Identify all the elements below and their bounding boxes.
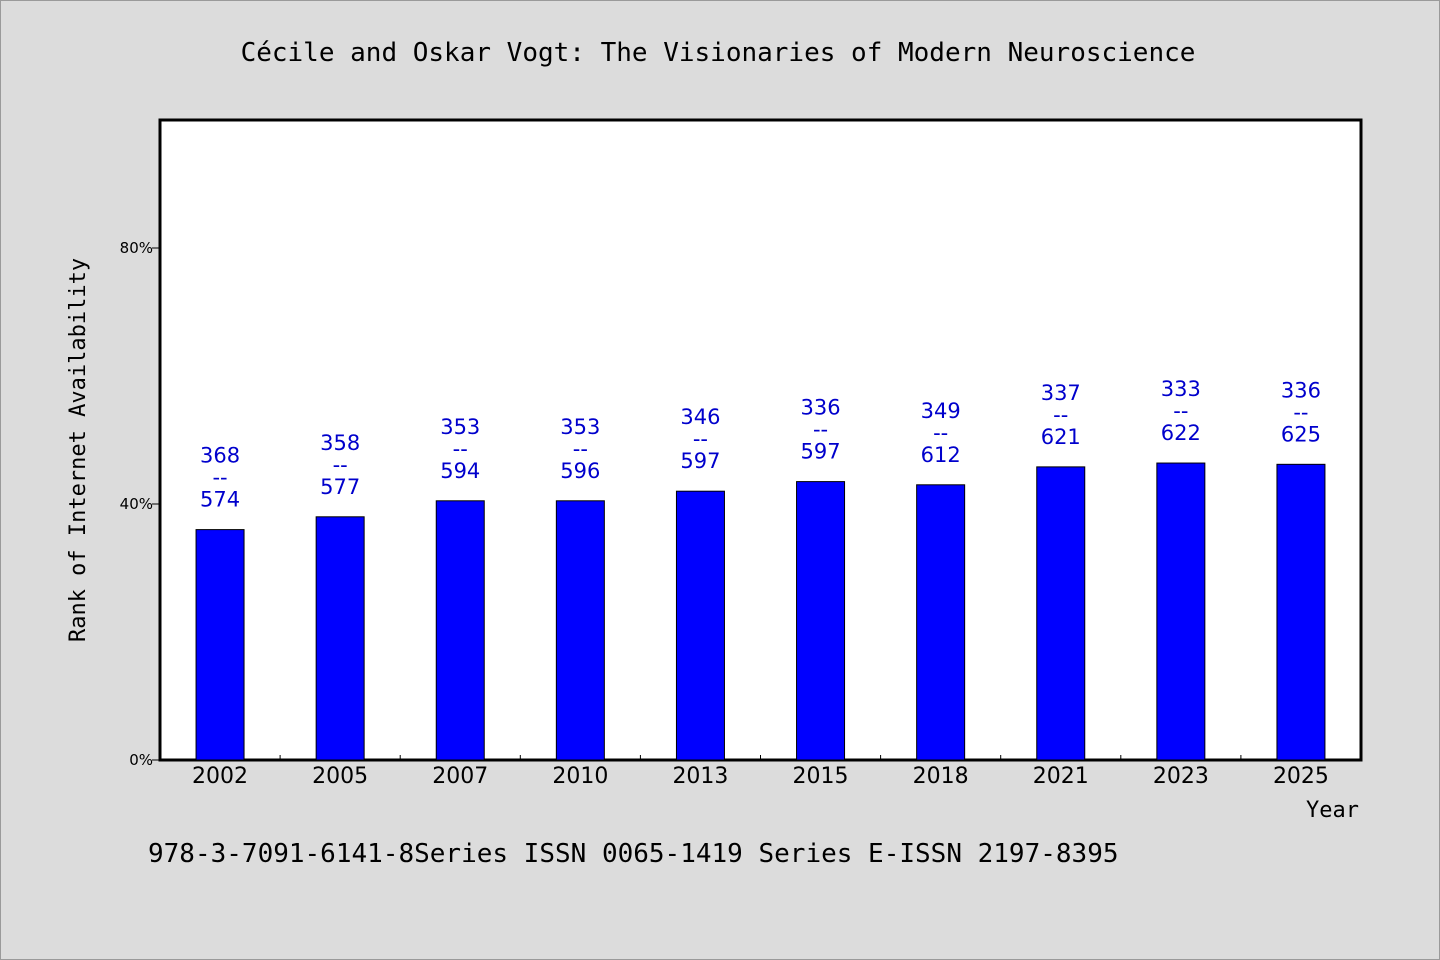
bar-data-label: 621 xyxy=(1041,425,1081,449)
bar xyxy=(1276,463,1326,761)
footer-text: 978-3-7091-6141-8Series ISSN 0065-1419 S… xyxy=(148,839,1119,869)
x-tick-label: 2015 xyxy=(793,764,849,789)
y-tick-label: 80% xyxy=(120,239,153,257)
bar-data-label: 368 xyxy=(200,444,240,468)
bar-data-label: -- xyxy=(212,466,227,490)
y-tick-label: 0% xyxy=(129,751,153,769)
y-tick-label: 40% xyxy=(120,495,153,513)
bar xyxy=(435,500,485,761)
bar-data-label: -- xyxy=(453,437,468,461)
bar-data-label: 622 xyxy=(1161,421,1201,445)
bar xyxy=(675,490,725,761)
bar-data-label: 574 xyxy=(200,488,240,512)
bar-data-label: 353 xyxy=(440,415,480,439)
y-axis-title: Rank of Internet Availability xyxy=(66,258,91,642)
bar xyxy=(916,484,966,761)
x-tick-label: 2010 xyxy=(552,764,608,789)
x-axis-title: Year xyxy=(1306,798,1359,823)
bar-data-label: -- xyxy=(333,453,348,477)
x-tick-label: 2013 xyxy=(672,764,728,789)
bar-data-label: -- xyxy=(1293,400,1308,424)
bar-data-label: 612 xyxy=(921,443,961,467)
chart-title: Cécile and Oskar Vogt: The Visionaries o… xyxy=(241,38,1196,68)
bar xyxy=(1036,466,1086,761)
x-tick-label: 2023 xyxy=(1153,764,1209,789)
x-tick-label: 2021 xyxy=(1033,764,1089,789)
bar-data-label: 337 xyxy=(1041,381,1081,405)
bar-data-label: -- xyxy=(573,437,588,461)
bar-data-label: 597 xyxy=(801,440,841,464)
bar-data-label: 353 xyxy=(560,415,600,439)
bar-data-label: -- xyxy=(1173,399,1188,423)
x-tick-label: 2025 xyxy=(1273,764,1329,789)
x-axis: 2002 2005 2007 2010 2013 2015 2018 2021 2023 2025 xyxy=(192,755,1329,789)
bar xyxy=(796,481,846,761)
bar-data-label: 594 xyxy=(440,459,480,483)
bar-data-label: 597 xyxy=(680,449,720,473)
bar xyxy=(1156,462,1206,761)
x-tick-label: 2002 xyxy=(192,764,248,789)
bar-data-label: 596 xyxy=(560,459,600,483)
x-tick-label: 2005 xyxy=(312,764,368,789)
bar-data-label: -- xyxy=(813,418,828,442)
bar xyxy=(315,516,365,761)
bar xyxy=(555,500,605,761)
bar-data-label: 333 xyxy=(1161,377,1201,401)
bar-data-label: 336 xyxy=(801,396,841,420)
x-tick-label: 2007 xyxy=(432,764,488,789)
bar-data-label: -- xyxy=(933,421,948,445)
bar-data-label: -- xyxy=(693,427,708,451)
bar-data-label: 336 xyxy=(1281,378,1321,402)
bar xyxy=(195,529,245,761)
y-axis: 0% 40% 80% xyxy=(120,239,160,769)
bar-data-label: 577 xyxy=(320,475,360,499)
bar-data-label: 349 xyxy=(921,399,961,423)
bar-series xyxy=(195,462,1326,761)
bar-labels: 368--574358--577353--594353--596346--597… xyxy=(200,377,1321,512)
x-tick-label: 2018 xyxy=(913,764,969,789)
bar-data-label: 346 xyxy=(680,405,720,429)
bar-data-label: 358 xyxy=(320,431,360,455)
bar-data-label: 625 xyxy=(1281,422,1321,446)
bar-data-label: -- xyxy=(1053,403,1068,427)
